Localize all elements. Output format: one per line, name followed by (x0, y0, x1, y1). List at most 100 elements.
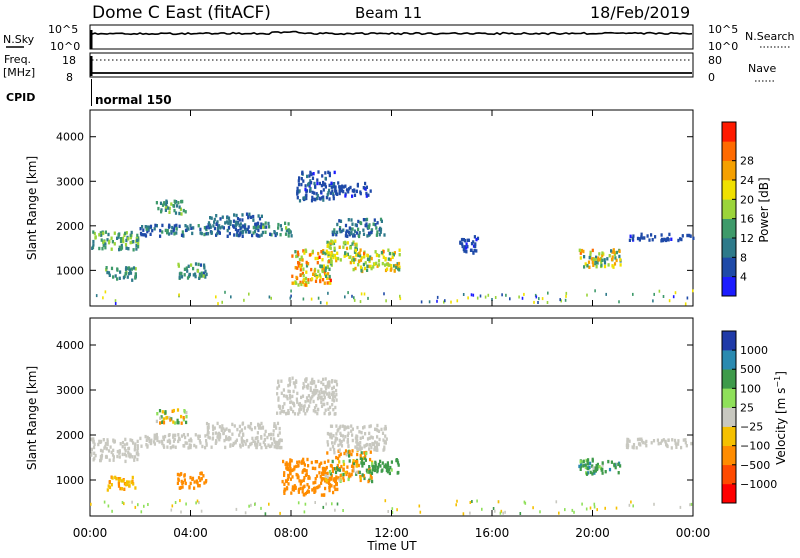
power-cell (311, 249, 314, 254)
velocity-cell (236, 427, 239, 432)
velocity-cell (351, 438, 354, 443)
velocity-cell (314, 384, 317, 388)
velocity-cell (342, 438, 345, 442)
velocity-cell (318, 484, 321, 488)
velocity-cell (363, 451, 366, 455)
velocity-cell (336, 463, 339, 468)
velocity-cell (239, 430, 242, 434)
velocity-cell (370, 471, 374, 476)
power-cell (619, 263, 622, 267)
power-cell (484, 295, 487, 299)
velocity-cell (356, 439, 359, 443)
velocity-cell (282, 459, 285, 464)
power-cell (376, 230, 379, 234)
power-cell (137, 241, 140, 246)
power-cell (121, 236, 125, 241)
power-cell (209, 225, 212, 229)
velocity-cell (500, 509, 503, 513)
velocity-cell (263, 438, 266, 442)
power-cell (662, 295, 665, 298)
power-cell (327, 272, 330, 276)
power-cell (375, 253, 378, 258)
power-cell (134, 275, 137, 279)
power-cell (462, 293, 465, 296)
velocity-cell (351, 449, 354, 453)
velocity-cell (199, 441, 202, 445)
velocity-cell (153, 433, 156, 437)
velocity-cell (268, 433, 271, 437)
velocity-cell (189, 443, 192, 448)
power-cell (273, 230, 276, 234)
power-cell (319, 301, 322, 305)
power-cell (227, 216, 231, 220)
velocity-cell (387, 510, 389, 513)
power-cell (689, 234, 692, 238)
velocity-cell (217, 431, 220, 436)
velocity-cell (279, 411, 282, 415)
velocity-cell (93, 451, 96, 455)
velocity-cell (287, 475, 290, 479)
velocity-cell (368, 424, 371, 429)
velocity-cell (134, 455, 137, 459)
velocity-cell (307, 475, 310, 479)
velocity-cell (185, 410, 188, 415)
power-cell (125, 266, 128, 270)
velocity-cell (264, 429, 267, 434)
power-cell (317, 269, 320, 273)
velocity-cell (368, 447, 371, 451)
velocity-cell (167, 433, 170, 438)
velocity-cell (591, 459, 594, 463)
power-cell (180, 200, 183, 204)
velocity-cell (250, 441, 253, 446)
power-cell (327, 291, 329, 295)
velocity-cell (287, 411, 290, 416)
velocity-cell (275, 426, 278, 430)
power-cell (342, 241, 345, 245)
velocity-cell (626, 437, 629, 442)
velocity-cell (275, 444, 278, 449)
power-cell (343, 254, 346, 258)
power-cell (104, 246, 107, 250)
velocity-cell (263, 433, 266, 437)
velocity-cell (359, 440, 362, 445)
power-cell (168, 210, 171, 214)
power-cell (315, 275, 318, 280)
velocity-cell (301, 490, 304, 494)
velocity-cell (355, 459, 358, 464)
power-cell (117, 233, 120, 237)
velocity-cell (343, 425, 346, 429)
velocity-cell (195, 445, 198, 449)
velocity-cell (324, 408, 327, 412)
power-cell (257, 234, 260, 238)
power-cell (199, 263, 203, 267)
velocity-cell (134, 505, 137, 509)
power-cell (475, 249, 478, 253)
power-cell (436, 299, 438, 303)
power-cell (322, 195, 325, 199)
velocity-cell (339, 442, 342, 446)
velocity-cell (326, 440, 329, 444)
power-cell (331, 230, 334, 234)
power-cell (107, 271, 111, 275)
velocity-cell (340, 439, 343, 444)
power-cell (353, 229, 357, 233)
power-cell (474, 242, 477, 246)
velocity-cell (331, 467, 334, 471)
velocity-cell (584, 465, 587, 470)
power-cell (102, 243, 105, 248)
velocity-cell (97, 442, 100, 447)
velocity-cell (348, 472, 351, 476)
velocity-cell (115, 477, 118, 481)
velocity-cell (219, 435, 222, 439)
velocity-cell (471, 500, 473, 503)
power-cell (307, 262, 310, 266)
velocity-cell (335, 482, 338, 487)
power-cell (264, 221, 267, 225)
velocity-cell (318, 471, 321, 475)
power-cell (257, 214, 260, 218)
velocity-cell (330, 436, 333, 440)
power-cell (180, 233, 184, 237)
power-cell (374, 250, 377, 254)
power-cell (239, 226, 242, 231)
power-cell (681, 234, 684, 238)
